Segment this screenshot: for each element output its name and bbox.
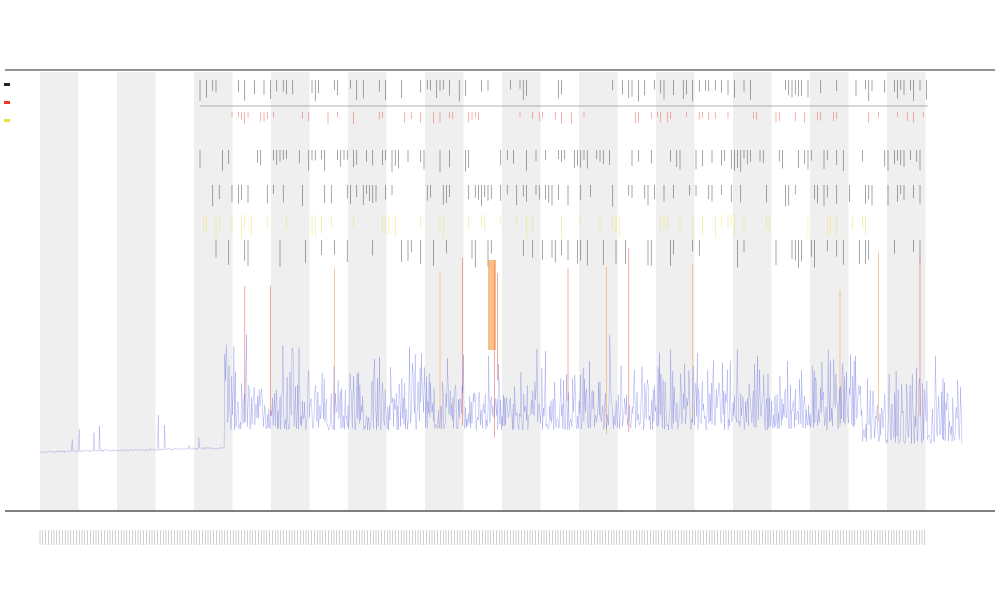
legend-swatch bbox=[4, 83, 10, 86]
legend-swatch bbox=[4, 101, 10, 104]
signal-line bbox=[39, 334, 963, 453]
shaded-band bbox=[40, 72, 79, 510]
shaded-band bbox=[425, 72, 464, 510]
shaded-band bbox=[348, 72, 387, 510]
shaded-band bbox=[271, 72, 310, 510]
event-burst bbox=[488, 260, 496, 350]
legend-swatch bbox=[4, 119, 10, 122]
shaded-band bbox=[887, 72, 926, 510]
shaded-band bbox=[579, 72, 618, 510]
legend bbox=[4, 83, 10, 122]
shaded-band bbox=[656, 72, 695, 510]
shaded-band bbox=[117, 72, 156, 510]
shaded-band bbox=[194, 72, 233, 510]
shaded-band bbox=[810, 72, 849, 510]
signal-series bbox=[39, 334, 963, 453]
event-ticks bbox=[199, 80, 927, 438]
x-tick-marks bbox=[39, 530, 925, 545]
shaded-band bbox=[502, 72, 541, 510]
shaded-bands bbox=[40, 72, 926, 510]
shaded-band bbox=[733, 72, 772, 510]
